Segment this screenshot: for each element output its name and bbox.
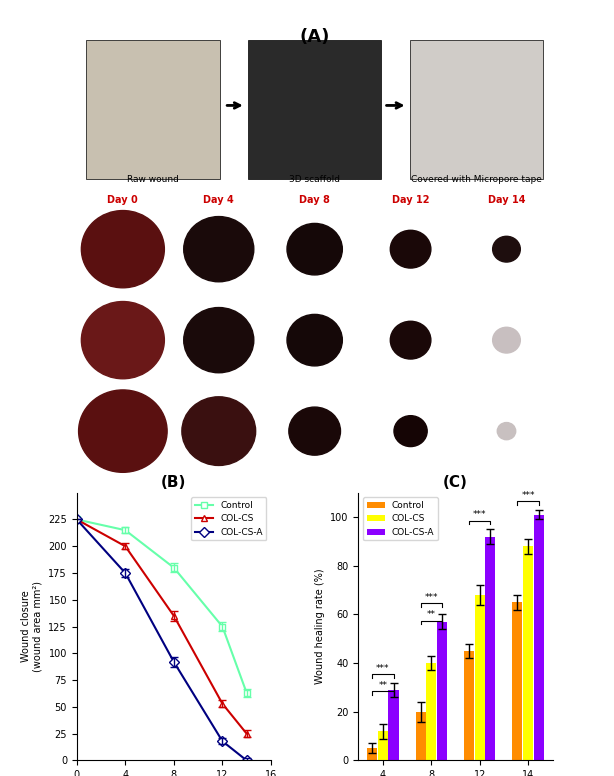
Bar [485, 536, 495, 760]
Text: ***: *** [473, 511, 486, 519]
Bar [389, 690, 398, 760]
Text: **: ** [427, 610, 436, 619]
Circle shape [79, 390, 167, 473]
Line: Control: Control [73, 516, 250, 697]
FancyBboxPatch shape [86, 40, 220, 179]
COL-CS [243, 729, 251, 738]
Y-axis label: Wound healing rate (%): Wound healing rate (%) [315, 569, 325, 684]
Control [122, 525, 129, 535]
COL-CS-A [73, 514, 80, 524]
Circle shape [289, 407, 341, 456]
Title: (C): (C) [443, 475, 468, 490]
Text: **: ** [378, 681, 387, 690]
Bar [523, 546, 533, 760]
Title: Day 0: Day 0 [107, 196, 138, 206]
Line: COL-CS-A: COL-CS-A [73, 516, 250, 764]
Text: 3D scaffold: 3D scaffold [289, 175, 340, 185]
Y-axis label: COL-CS-A: COL-CS-A [58, 405, 68, 457]
Circle shape [184, 217, 254, 282]
Circle shape [287, 314, 343, 366]
Text: (A): (A) [300, 28, 330, 47]
Y-axis label: COL-CS: COL-CS [58, 320, 68, 360]
COL-CS-A [219, 736, 226, 746]
COL-CS-A [170, 657, 177, 667]
Legend: Control, COL-CS, COL-CS-A: Control, COL-CS, COL-CS-A [363, 497, 438, 540]
Circle shape [394, 416, 427, 446]
Circle shape [492, 237, 520, 262]
FancyBboxPatch shape [410, 40, 543, 179]
FancyBboxPatch shape [248, 40, 381, 179]
Y-axis label: Wound closure
(wound area mm²): Wound closure (wound area mm²) [21, 581, 43, 672]
Circle shape [182, 397, 255, 466]
Title: Day 14: Day 14 [488, 196, 525, 206]
Circle shape [497, 423, 516, 440]
Text: Covered with Micropore tape: Covered with Micropore tape [411, 175, 542, 185]
Bar [464, 651, 474, 760]
Circle shape [391, 321, 431, 359]
Text: ***: *** [521, 491, 535, 500]
Bar [512, 602, 523, 760]
Bar [378, 731, 388, 760]
Circle shape [287, 223, 343, 275]
Title: Day 12: Day 12 [392, 196, 429, 206]
Control [73, 514, 80, 524]
Legend: Control, COL-CS, COL-CS-A: Control, COL-CS, COL-CS-A [192, 497, 266, 540]
Control [170, 563, 177, 573]
Circle shape [82, 302, 165, 379]
Bar [534, 514, 544, 760]
Title: (B): (B) [161, 475, 187, 490]
Bar [416, 712, 426, 760]
Text: Raw wound: Raw wound [127, 175, 179, 185]
Control [243, 688, 251, 698]
Circle shape [82, 210, 165, 288]
Text: ***: *** [376, 663, 390, 673]
Control [219, 622, 226, 631]
Title: Day 4: Day 4 [203, 196, 234, 206]
COL-CS [219, 699, 226, 708]
Title: Day 8: Day 8 [299, 196, 330, 206]
Bar [437, 622, 447, 760]
Bar [426, 663, 437, 760]
Line: COL-CS: COL-CS [73, 516, 250, 737]
COL-CS [170, 611, 177, 621]
Circle shape [492, 327, 520, 353]
Bar [367, 748, 378, 760]
COL-CS-A [122, 568, 129, 577]
Circle shape [391, 230, 431, 268]
Circle shape [184, 307, 254, 372]
Text: ***: *** [424, 593, 438, 602]
COL-CS [73, 514, 80, 524]
COL-CS [122, 542, 129, 551]
Bar [475, 595, 484, 760]
COL-CS-A [243, 756, 251, 765]
Y-axis label: Control: Control [58, 229, 68, 269]
